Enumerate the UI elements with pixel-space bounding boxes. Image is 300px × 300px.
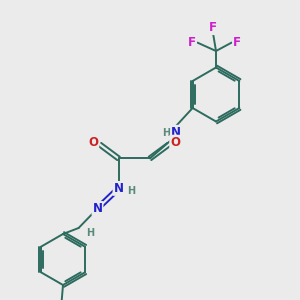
- Text: H: H: [162, 128, 171, 139]
- Text: F: F: [188, 36, 196, 49]
- Text: O: O: [170, 136, 180, 149]
- Text: F: F: [209, 21, 217, 34]
- Text: N: N: [113, 182, 124, 195]
- Text: H: H: [86, 227, 94, 238]
- Text: N: N: [171, 126, 181, 139]
- Text: N: N: [92, 202, 103, 215]
- Text: H: H: [127, 186, 135, 196]
- Text: O: O: [88, 136, 98, 149]
- Text: F: F: [233, 36, 241, 49]
